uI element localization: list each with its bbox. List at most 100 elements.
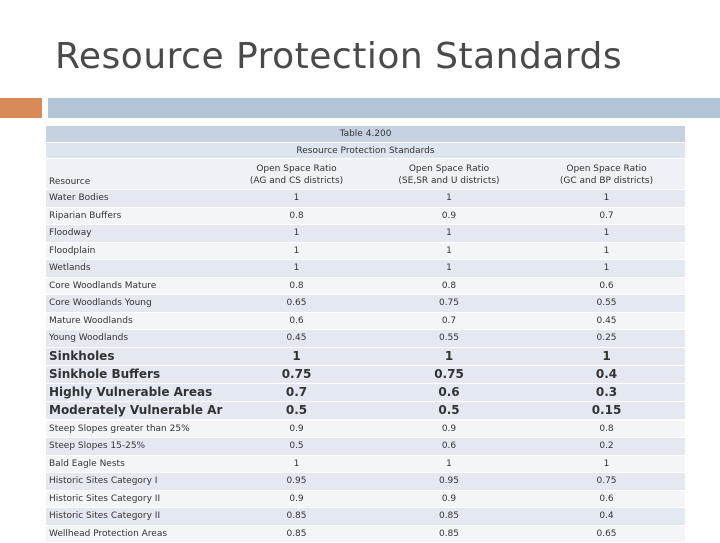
cell-resource: Historic Sites Category II bbox=[46, 490, 223, 508]
table-row: Historic Sites Category II 0.9 0.9 0.6 bbox=[46, 490, 686, 508]
cell-open-space-ag-cs: 0.45 bbox=[223, 329, 370, 348]
table-row: Wetlands 1 1 1 bbox=[46, 259, 686, 278]
cell-open-space-gc-bp: 0.4 bbox=[528, 365, 686, 384]
cell-open-space-gc-bp: 0.4 bbox=[528, 507, 686, 526]
table-header-row: Resource Open Space Ratio (AG and CS dis… bbox=[46, 158, 686, 190]
cell-resource: Wetlands bbox=[46, 259, 223, 278]
table-row: Steep Slopes 15-25% 0.5 0.6 0.2 bbox=[46, 437, 686, 456]
cell-open-space-gc-bp: 0.6 bbox=[528, 490, 686, 508]
cell-resource: Sinkholes bbox=[46, 347, 223, 366]
cell-open-space-se-sr-u: 1 bbox=[370, 347, 528, 366]
table-row: Floodway 1 1 1 bbox=[46, 224, 686, 243]
cell-open-space-gc-bp: 0.6 bbox=[528, 277, 686, 295]
cell-resource: Floodplain bbox=[46, 242, 223, 260]
cell-open-space-se-sr-u: 0.75 bbox=[370, 365, 528, 384]
cell-open-space-ag-cs: 0.6 bbox=[223, 312, 370, 330]
cell-resource: Wellhead Protection Areas bbox=[46, 525, 223, 543]
cell-open-space-ag-cs: 0.5 bbox=[223, 401, 370, 421]
table-row: Water Bodies 1 1 1 bbox=[46, 189, 686, 208]
cell-open-space-gc-bp: 0.45 bbox=[528, 312, 686, 330]
cell-open-space-ag-cs: 1 bbox=[223, 347, 370, 366]
table-row: Sinkhole Buffers 0.75 0.75 0.4 bbox=[46, 365, 686, 384]
cell-open-space-gc-bp: 1 bbox=[528, 189, 686, 208]
cell-resource: Bald Eagle Nests bbox=[46, 455, 223, 473]
cell-open-space-se-sr-u: 0.9 bbox=[370, 490, 528, 508]
cell-resource: Steep Slopes 15-25% bbox=[46, 437, 223, 456]
cell-open-space-ag-cs: 0.5 bbox=[223, 437, 370, 456]
cell-open-space-ag-cs: 1 bbox=[223, 189, 370, 208]
header-col2-line1: Open Space Ratio bbox=[408, 164, 490, 174]
table-row: Floodplain 1 1 1 bbox=[46, 242, 686, 260]
table-row: Core Woodlands Young 0.65 0.75 0.55 bbox=[46, 294, 686, 313]
cell-open-space-gc-bp: 0.3 bbox=[528, 383, 686, 402]
cell-open-space-ag-cs: 0.9 bbox=[223, 490, 370, 508]
header-col2: Open Space Ratio (SE,SR and U districts) bbox=[370, 158, 528, 190]
header-col1-line2: (AG and CS districts) bbox=[249, 176, 344, 186]
table-row: Core Woodlands Mature 0.8 0.8 0.6 bbox=[46, 277, 686, 295]
cell-resource: Riparian Buffers bbox=[46, 207, 223, 225]
cell-open-space-ag-cs: 0.95 bbox=[223, 472, 370, 491]
cell-open-space-se-sr-u: 1 bbox=[370, 455, 528, 473]
cell-resource: Historic Sites Category II bbox=[46, 507, 223, 526]
cell-open-space-gc-bp: 0.7 bbox=[528, 207, 686, 225]
cell-open-space-ag-cs: 0.8 bbox=[223, 277, 370, 295]
cell-open-space-se-sr-u: 0.8 bbox=[370, 277, 528, 295]
cell-open-space-se-sr-u: 1 bbox=[370, 242, 528, 260]
accent-bar-orange bbox=[0, 98, 42, 118]
cell-open-space-gc-bp: 0.8 bbox=[528, 419, 686, 438]
cell-open-space-se-sr-u: 1 bbox=[370, 189, 528, 208]
cell-open-space-se-sr-u: 1 bbox=[370, 224, 528, 243]
header-col3-line2: (GC and BP districts) bbox=[559, 176, 654, 186]
cell-open-space-gc-bp: 1 bbox=[528, 224, 686, 243]
header-col3-line1: Open Space Ratio bbox=[566, 164, 647, 174]
cell-open-space-se-sr-u: 0.85 bbox=[370, 507, 528, 526]
cell-resource: Moderately Vulnerable Areas bbox=[46, 401, 223, 421]
header-col1: Open Space Ratio (AG and CS districts) bbox=[223, 158, 370, 190]
cell-open-space-gc-bp: 1 bbox=[528, 259, 686, 278]
table-row: Historic Sites Category I 0.95 0.95 0.75 bbox=[46, 472, 686, 491]
cell-open-space-ag-cs: 0.85 bbox=[223, 525, 370, 543]
cell-open-space-ag-cs: 1 bbox=[223, 259, 370, 278]
cell-open-space-gc-bp: 1 bbox=[528, 347, 686, 366]
table-row: Mature Woodlands 0.6 0.7 0.45 bbox=[46, 312, 686, 330]
cell-open-space-ag-cs: 1 bbox=[223, 242, 370, 260]
slide-title: Resource Protection Standards bbox=[55, 36, 623, 77]
cell-open-space-se-sr-u: 0.55 bbox=[370, 329, 528, 348]
table-row: Steep Slopes greater than 25% 0.9 0.9 0.8 bbox=[46, 419, 686, 438]
cell-resource: Steep Slopes greater than 25% bbox=[46, 419, 223, 438]
cell-open-space-ag-cs: 1 bbox=[223, 455, 370, 473]
header-resource: Resource bbox=[46, 158, 223, 190]
cell-resource: Core Woodlands Mature bbox=[46, 277, 223, 295]
cell-open-space-gc-bp: 0.75 bbox=[528, 472, 686, 491]
cell-open-space-gc-bp: 0.55 bbox=[528, 294, 686, 313]
cell-resource: Mature Woodlands bbox=[46, 312, 223, 330]
cell-open-space-se-sr-u: 0.9 bbox=[370, 207, 528, 225]
cell-open-space-gc-bp: 1 bbox=[528, 455, 686, 473]
cell-resource: Sinkhole Buffers bbox=[46, 365, 223, 384]
cell-open-space-gc-bp: 0.25 bbox=[528, 329, 686, 348]
table-row: Young Woodlands 0.45 0.55 0.25 bbox=[46, 329, 686, 348]
cell-open-space-se-sr-u: 0.5 bbox=[370, 401, 528, 421]
cell-resource: Young Woodlands bbox=[46, 329, 223, 348]
table-caption-row: Table 4.200 bbox=[46, 126, 686, 143]
header-col1-line1: Open Space Ratio bbox=[256, 164, 337, 174]
table-row: Bald Eagle Nests 1 1 1 bbox=[46, 455, 686, 473]
cell-open-space-ag-cs: 0.7 bbox=[223, 383, 370, 402]
cell-open-space-se-sr-u: 0.9 bbox=[370, 419, 528, 438]
cell-open-space-gc-bp: 0.2 bbox=[528, 437, 686, 456]
table-row: Highly Vulnerable Areas 0.7 0.6 0.3 bbox=[46, 383, 686, 402]
cell-resource: Core Woodlands Young bbox=[46, 294, 223, 313]
cell-open-space-ag-cs: 1 bbox=[223, 224, 370, 243]
header-col2-line2: (SE,SR and U districts) bbox=[398, 176, 500, 186]
cell-open-space-gc-bp: 1 bbox=[528, 242, 686, 260]
cell-open-space-ag-cs: 0.9 bbox=[223, 419, 370, 438]
cell-open-space-se-sr-u: 1 bbox=[370, 259, 528, 278]
cell-open-space-ag-cs: 0.85 bbox=[223, 507, 370, 526]
cell-open-space-se-sr-u: 0.6 bbox=[370, 383, 528, 402]
cell-open-space-ag-cs: 0.75 bbox=[223, 365, 370, 384]
cell-open-space-se-sr-u: 0.95 bbox=[370, 472, 528, 491]
cell-open-space-ag-cs: 0.8 bbox=[223, 207, 370, 225]
cell-open-space-ag-cs: 0.65 bbox=[223, 294, 370, 313]
cell-open-space-gc-bp: 0.15 bbox=[528, 401, 686, 421]
table-row: Riparian Buffers 0.8 0.9 0.7 bbox=[46, 207, 686, 225]
